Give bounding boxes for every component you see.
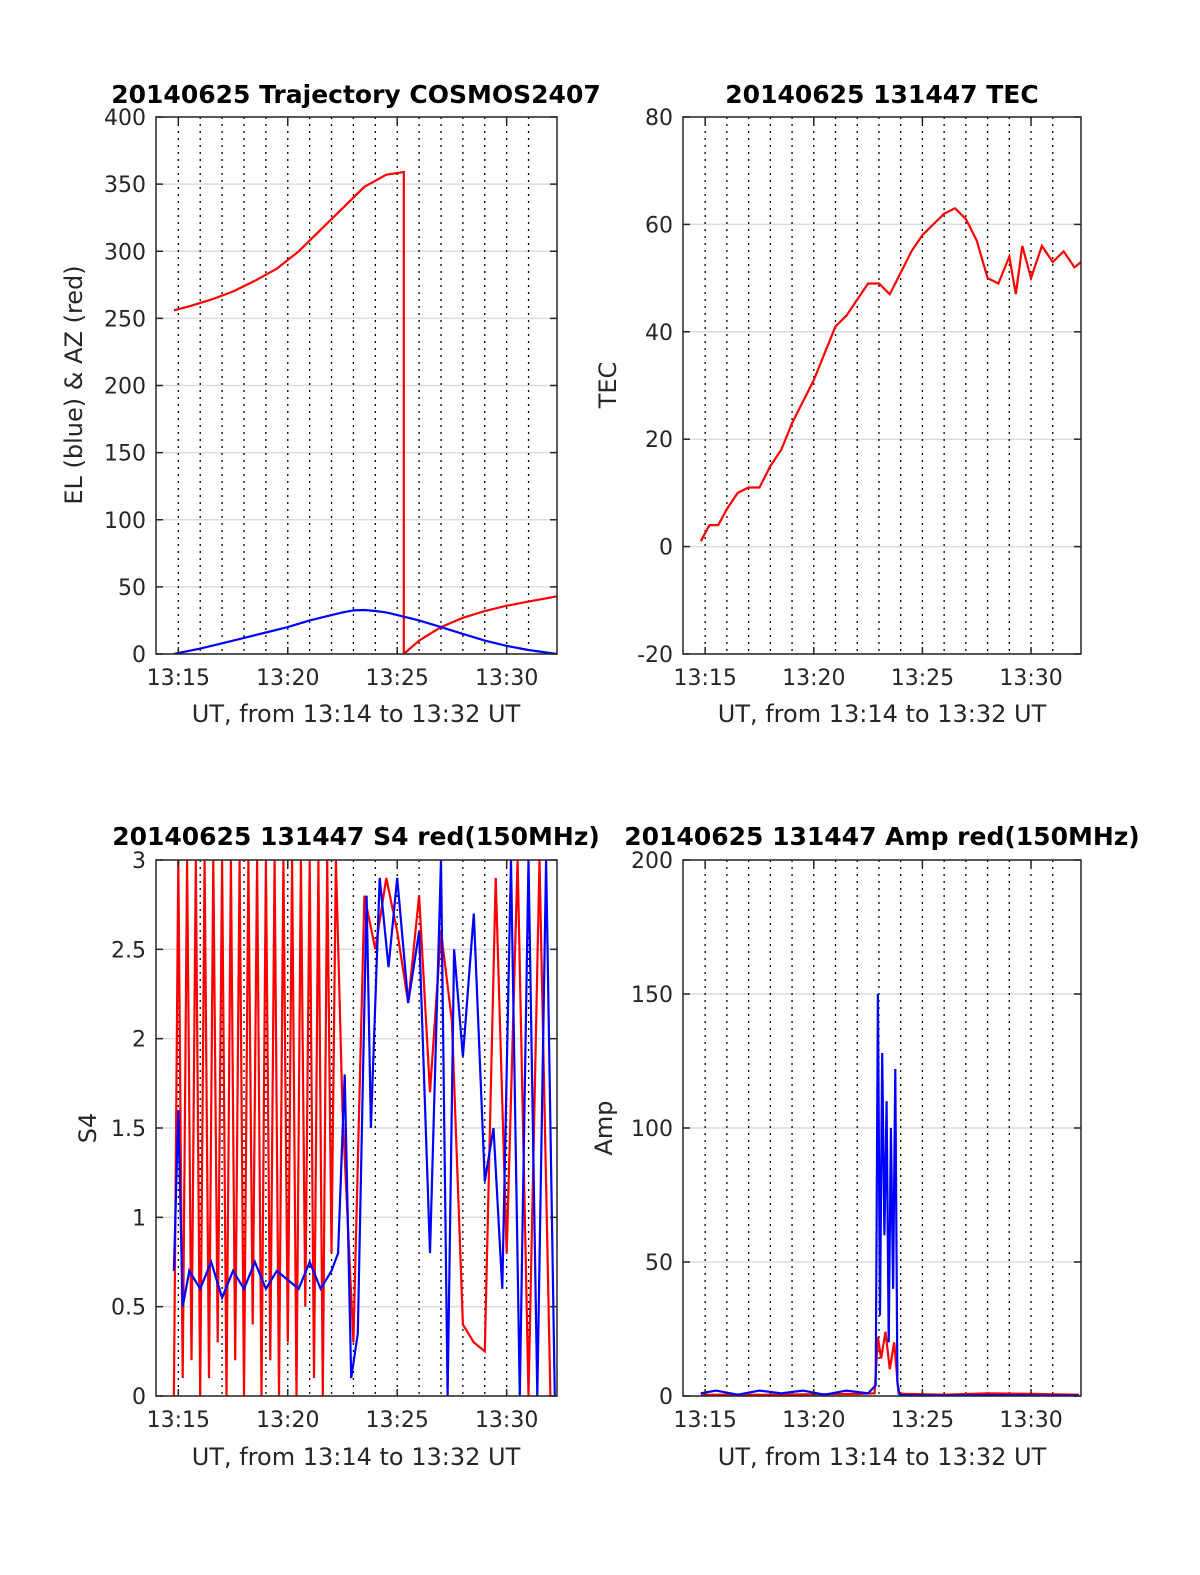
y-tick-label: 0 — [659, 1385, 673, 1410]
x-tick-label: 13:25 — [366, 666, 429, 691]
y-tick-label: 100 — [631, 1117, 673, 1142]
plot-area — [683, 117, 1081, 654]
y-tick-label: 0 — [132, 643, 146, 668]
series-line-red — [699, 206, 1081, 542]
x-tick-label: 13:15 — [147, 1408, 210, 1433]
series-line-blue — [173, 608, 557, 654]
y-tick-label: 50 — [118, 576, 146, 601]
y-tick-label: 2 — [132, 1028, 146, 1053]
x-axis-label: UT, from 13:14 to 13:32 UT — [718, 700, 1047, 728]
panel-s4: 13:15 13:20 13:25 13:30 0 0.5 1 1.5 2 2.5 3 201406… — [74, 822, 600, 1471]
y-tick-label: 100 — [104, 509, 146, 534]
y-tick-label: 300 — [104, 240, 146, 265]
x-tick-label: 13:30 — [999, 666, 1062, 691]
panel-title: 20140625 131447 Amp red(150MHz) — [624, 822, 1140, 851]
y-tick-label: 60 — [645, 213, 673, 238]
panel-amp: 13:15 13:20 13:25 13:30 0 50 100 150 200 2014062… — [590, 822, 1140, 1471]
y-tick-label: 200 — [104, 375, 146, 400]
y-tick-label: 0 — [132, 1385, 146, 1410]
y-tick-label: 1.5 — [111, 1117, 146, 1142]
y-tick-label: 2.5 — [111, 938, 146, 963]
x-tick-label: 13:20 — [256, 666, 319, 691]
y-axis-label: EL (blue) & AZ (red) — [60, 265, 88, 504]
series-line-red — [173, 170, 557, 654]
y-tick-label: 20 — [645, 428, 673, 453]
x-tick-label: 13:25 — [366, 1408, 429, 1433]
x-axis-label: UT, from 13:14 to 13:32 UT — [192, 700, 521, 728]
series-line-blue — [700, 993, 1079, 1396]
panel-title: 20140625 Trajectory COSMOS2407 — [111, 80, 601, 109]
x-tick-label: 13:30 — [999, 1408, 1062, 1433]
y-tick-label: 350 — [104, 173, 146, 198]
panel-trajectory: 13:15 13:20 13:25 13:30 0 50 100 150 200 250 300 35… — [60, 80, 601, 728]
y-axis-label: S4 — [74, 1113, 102, 1144]
x-tick-label: 13:15 — [673, 666, 736, 691]
x-tick-label: 13:15 — [147, 666, 210, 691]
series-line-red — [172, 860, 552, 1396]
y-tick-label: -20 — [637, 643, 673, 668]
y-tick-label: 40 — [645, 321, 673, 346]
panel-title: 20140625 131447 TEC — [725, 80, 1038, 109]
x-tick-label: 13:30 — [475, 1408, 538, 1433]
y-tick-label: 400 — [104, 106, 146, 131]
y-tick-label: 80 — [645, 106, 673, 131]
y-axis-label: Amp — [590, 1100, 618, 1155]
y-tick-label: 150 — [104, 442, 146, 467]
y-axis-label: TEC — [594, 362, 622, 410]
axes-frame — [682, 116, 1082, 655]
x-tick-label: 13:20 — [782, 666, 845, 691]
x-axis-label: UT, from 13:14 to 13:32 UT — [718, 1443, 1047, 1471]
y-tick-label: 1 — [132, 1206, 146, 1231]
y-tick-label: 200 — [631, 849, 673, 874]
y-tick-label: 0.5 — [111, 1296, 146, 1321]
panel-tec: 13:15 13:20 13:25 13:30 -20 0 20 40 60 80 2014062… — [594, 80, 1082, 728]
y-tick-label: 0 — [659, 536, 673, 561]
x-tick-label: 13:25 — [891, 666, 954, 691]
y-tick-label: 250 — [104, 307, 146, 332]
panel-title: 20140625 131447 S4 red(150MHz) — [112, 822, 600, 851]
y-tick-label: 150 — [631, 983, 673, 1008]
x-tick-label: 13:20 — [256, 1408, 319, 1433]
x-tick-label: 13:20 — [782, 1408, 845, 1433]
x-axis-label: UT, from 13:14 to 13:32 UT — [192, 1443, 521, 1471]
y-tick-label: 50 — [645, 1251, 673, 1276]
series-line-blue — [172, 860, 556, 1396]
x-tick-label: 13:25 — [891, 1408, 954, 1433]
y-tick-label: 3 — [132, 849, 146, 874]
x-tick-label: 13:15 — [673, 1408, 736, 1433]
x-tick-label: 13:30 — [475, 666, 538, 691]
